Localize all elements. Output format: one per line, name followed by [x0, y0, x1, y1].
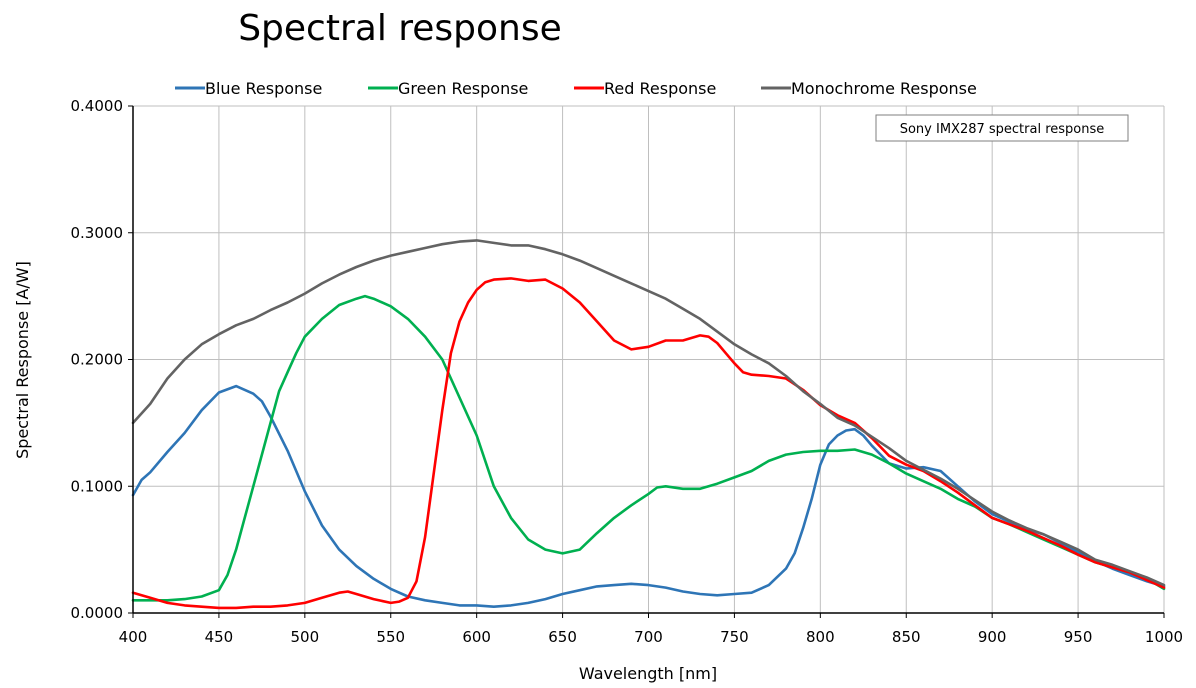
legend-label: Monochrome Response [791, 79, 977, 98]
y-tick-label: 0.3000 [71, 224, 124, 242]
x-tick-label: 850 [892, 628, 921, 646]
x-tick-label: 550 [376, 628, 405, 646]
x-tick-label: 650 [548, 628, 577, 646]
y-tick-label: 0.4000 [71, 97, 124, 115]
y-tick-label: 0.2000 [71, 351, 124, 369]
annotation-box: Sony IMX287 spectral response [875, 114, 1129, 142]
x-tick-label: 800 [806, 628, 835, 646]
chart-title: Spectral response [238, 8, 562, 49]
legend-label: Blue Response [205, 79, 322, 98]
legend-item: Green Response [368, 79, 528, 98]
series-line-green-response [131, 294, 1166, 602]
series-lines [131, 239, 1166, 610]
legend-item: Monochrome Response [761, 79, 977, 98]
x-tick-label: 750 [720, 628, 749, 646]
x-tick-label: 500 [291, 628, 320, 646]
annotation-text: Sony IMX287 spectral response [900, 122, 1105, 137]
legend-label: Green Response [398, 79, 528, 98]
legend-item: Blue Response [175, 79, 322, 98]
legend: Blue Response Green Response Red Response M… [175, 79, 977, 98]
x-tick-label: 450 [205, 628, 234, 646]
legend-item: Red Response [574, 79, 716, 98]
x-tick-label: 1000 [1145, 628, 1183, 646]
x-axis-label: Wavelength [nm] [579, 664, 717, 683]
x-tick-label: 700 [634, 628, 663, 646]
y-axis-ticks: 0.0000 0.1000 0.2000 0.3000 0.4000 [71, 97, 133, 622]
series-line-monochrome-response [131, 239, 1166, 587]
legend-label: Red Response [604, 79, 716, 98]
x-tick-label: 950 [1064, 628, 1093, 646]
y-axis-label: Spectral Response [A/W] [13, 261, 32, 459]
annotation-border [875, 114, 1129, 142]
x-tick-label: 900 [978, 628, 1007, 646]
x-axis-ticks: 400 450 500 550 600 650 700 750 800 850 900 950 1000 [119, 613, 1183, 646]
y-tick-label: 0.1000 [71, 477, 124, 495]
series-line-red-response [131, 277, 1166, 610]
axes [132, 106, 1164, 614]
x-tick-label: 600 [462, 628, 491, 646]
x-tick-label: 400 [119, 628, 148, 646]
gridlines [133, 105, 1165, 613]
y-tick-label: 0.0000 [71, 604, 124, 622]
